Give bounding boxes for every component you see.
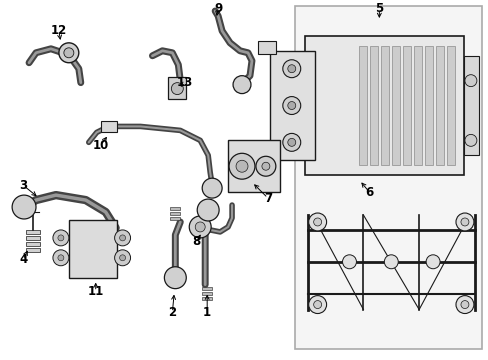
Text: 4: 4 [19,253,27,266]
Circle shape [233,76,250,94]
Circle shape [455,213,473,231]
Circle shape [384,255,397,269]
Bar [101,121,116,132]
Circle shape [255,156,275,176]
Text: 5: 5 [374,3,383,15]
Circle shape [455,296,473,314]
Circle shape [58,255,64,261]
Bar [168,77,186,99]
Bar [202,292,212,294]
Circle shape [197,199,219,221]
Bar [69,220,116,278]
Bar [26,248,40,252]
Circle shape [282,96,300,114]
Circle shape [287,65,295,73]
Circle shape [120,255,125,261]
Circle shape [282,134,300,151]
Circle shape [464,75,476,87]
Bar [170,217,180,220]
Circle shape [228,153,254,179]
Text: 7: 7 [264,192,271,204]
Circle shape [282,60,300,78]
Circle shape [189,216,211,238]
Circle shape [195,222,205,232]
Circle shape [64,48,74,58]
Circle shape [287,102,295,109]
Bar [202,297,212,300]
Circle shape [313,301,321,309]
Circle shape [236,160,247,172]
Circle shape [53,250,69,266]
Circle shape [308,296,326,314]
Text: 3: 3 [19,179,27,192]
Text: 12: 12 [51,24,67,37]
Bar [227,140,279,192]
Circle shape [202,178,222,198]
Bar [257,157,275,170]
Circle shape [114,250,130,266]
Bar [413,46,421,165]
Bar [304,36,463,175]
Circle shape [171,83,183,95]
Circle shape [425,255,439,269]
Bar [446,46,454,165]
Bar [170,207,180,210]
Bar [359,46,366,165]
Circle shape [460,218,468,226]
Bar [26,242,40,246]
Circle shape [313,218,321,226]
Circle shape [460,301,468,309]
Circle shape [464,134,476,146]
Text: 13: 13 [177,76,193,89]
Circle shape [114,230,130,246]
Circle shape [58,235,64,241]
Bar [424,46,432,165]
Circle shape [59,43,79,63]
Text: 10: 10 [92,139,109,152]
Bar [202,287,212,290]
Bar [170,212,180,215]
Circle shape [53,230,69,246]
Bar [26,230,40,234]
Bar [26,236,40,240]
Text: 9: 9 [214,3,222,15]
Text: 2: 2 [168,306,176,319]
Text: 6: 6 [365,186,373,199]
Text: 1: 1 [203,306,211,319]
Bar [403,46,410,165]
Circle shape [342,255,356,269]
Text: 11: 11 [87,285,103,298]
Bar [257,41,275,54]
Bar [463,56,478,155]
Bar [381,46,388,165]
Bar [435,46,443,165]
Bar [269,51,314,160]
Text: 8: 8 [192,235,200,248]
Circle shape [164,267,186,289]
Circle shape [12,195,36,219]
Circle shape [287,138,295,146]
Circle shape [262,162,269,170]
Bar [369,46,378,165]
Circle shape [120,235,125,241]
Bar [294,6,481,349]
Circle shape [308,213,326,231]
Bar [391,46,400,165]
